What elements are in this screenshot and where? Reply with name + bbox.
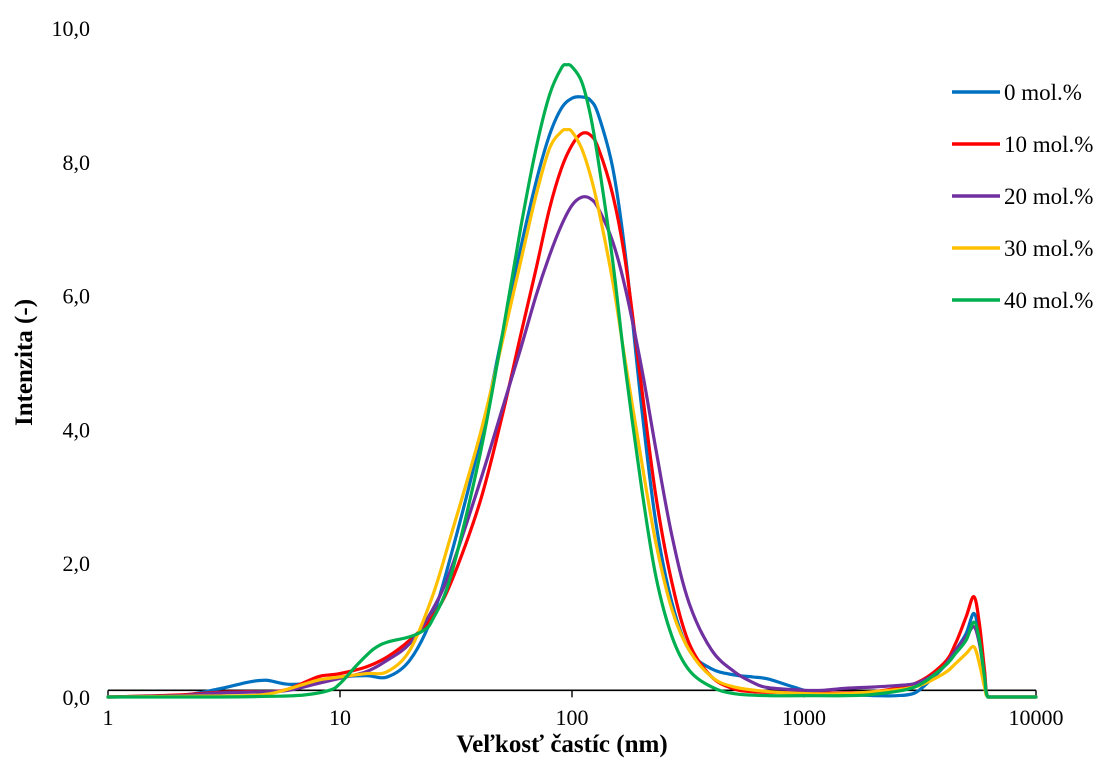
legend-label-0: 0 mol.%: [1004, 80, 1082, 105]
series-line-4: [106, 62, 1038, 699]
x-axis-title: Veľkosť častíc (nm): [456, 731, 667, 758]
x-axis-ticks: 1 10 100 1000 10000: [103, 690, 1064, 730]
y-tick-label: 4,0: [63, 417, 91, 442]
legend-label-2: 20 mol.%: [1004, 184, 1093, 209]
series-line-2: [106, 195, 1038, 699]
legend: 0 mol.% 10 mol.% 20 mol.% 30 mol.% 40 mol.%: [952, 80, 1093, 313]
x-tick-label: 10: [329, 705, 351, 730]
x-tick-label: 1000: [782, 705, 826, 730]
y-axis-ticks: 0,0 2,0 4,0 6,0 8,0 10,0: [52, 16, 91, 710]
series-line-0: [106, 95, 1038, 699]
x-tick-label: 1: [103, 705, 114, 730]
y-tick-label: 2,0: [63, 551, 91, 576]
y-axis-title: Intenzita (-): [11, 299, 38, 426]
legend-label-1: 10 mol.%: [1004, 132, 1093, 157]
x-tick-label: 100: [556, 705, 589, 730]
y-tick-label: 6,0: [63, 284, 91, 309]
x-tick-label: 10000: [1009, 705, 1064, 730]
series-line-1: [106, 131, 1038, 699]
series-layer: [106, 62, 1038, 699]
legend-label-3: 30 mol.%: [1004, 236, 1093, 261]
y-tick-label: 10,0: [52, 16, 91, 41]
series-line-3: [106, 127, 1038, 699]
y-tick-label: 8,0: [63, 150, 91, 175]
legend-label-4: 40 mol.%: [1004, 288, 1093, 313]
y-tick-label: 0,0: [63, 685, 91, 710]
